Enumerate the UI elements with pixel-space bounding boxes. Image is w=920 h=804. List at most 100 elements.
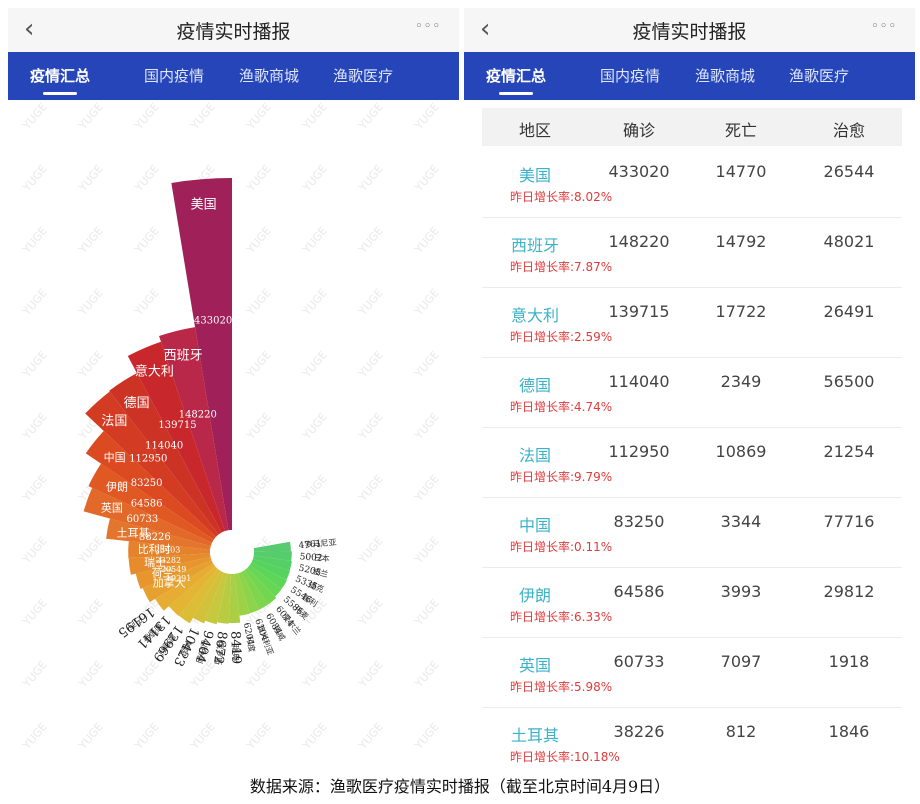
page-title: 疫情实时播报 — [632, 21, 747, 43]
sector-label: 瑞典 — [231, 645, 242, 661]
sector-value-label: 19291 — [166, 574, 191, 583]
table-row[interactable]: 西班牙 148220 14792 48021 昨日增长率:7.87% — [482, 218, 902, 288]
rose-sector[interactable] — [249, 562, 287, 589]
more-icon[interactable]: ◦◦◦ — [870, 19, 897, 34]
tab-shop[interactable]: 渔歌商城 — [238, 67, 299, 85]
rose-sector[interactable] — [135, 556, 212, 589]
cell-deaths: 7097 — [720, 652, 762, 671]
rose-sector[interactable] — [88, 463, 214, 543]
watermark-text: YUGE — [132, 720, 162, 752]
rose-sector[interactable] — [128, 541, 211, 559]
rose-sector[interactable] — [171, 178, 232, 531]
watermark-text: YUGE — [76, 534, 106, 566]
rose-sector[interactable] — [238, 571, 260, 614]
table-row[interactable]: 法国 112950 10869 21254 昨日增长率:9.79% — [482, 428, 902, 498]
rose-sector[interactable] — [244, 567, 277, 605]
rose-sector[interactable] — [253, 541, 291, 552]
rose-sector[interactable] — [127, 341, 225, 533]
table-row[interactable]: 伊朗 64586 3993 29812 昨日增长率:6.33% — [482, 568, 902, 638]
sector-value-label: 20549 — [161, 565, 186, 574]
sector-label: 波兰 — [311, 566, 329, 579]
cell-recovered: 1918 — [828, 652, 870, 671]
watermark-text: YUGE — [132, 286, 162, 318]
cell-deaths: 14792 — [715, 232, 767, 251]
table-row[interactable]: 中国 83250 3344 77716 昨日增长率:0.11% — [482, 498, 902, 568]
cell-deaths: 2349 — [720, 372, 762, 391]
rose-sector[interactable] — [142, 560, 214, 603]
watermark-text: YUGE — [20, 348, 50, 380]
growth-rate: 昨日增长率:0.11% — [510, 538, 612, 555]
back-icon[interactable]: ‹ — [24, 14, 35, 44]
sector-label: 法国 — [101, 414, 127, 429]
rose-sector[interactable] — [192, 570, 224, 624]
watermark-text: YUGE — [356, 224, 386, 256]
watermark-text: YUGE — [412, 596, 442, 628]
growth-label: 昨日增长率: — [510, 540, 575, 554]
sector-value-label: 23282 — [156, 556, 181, 565]
tab-domestic[interactable]: 国内疫情 — [599, 67, 660, 85]
growth-value: 7.87% — [574, 260, 613, 274]
rose-sector[interactable] — [128, 553, 211, 575]
growth-label: 昨日增长率: — [510, 470, 575, 484]
sector-value-label: 433020 — [194, 315, 232, 326]
rose-sector[interactable] — [247, 565, 282, 597]
rose-sector[interactable] — [155, 563, 216, 611]
rose-sector[interactable] — [178, 568, 221, 624]
table-row[interactable]: 意大利 139715 17722 26491 昨日增长率:2.59% — [482, 288, 902, 358]
cell-confirmed: 139715 — [608, 302, 670, 321]
rose-sector[interactable] — [234, 573, 250, 616]
col-region: 地区 — [518, 121, 551, 140]
rose-sector[interactable] — [106, 518, 211, 550]
cell-confirmed: 83250 — [613, 512, 665, 531]
watermark-text: YUGE — [412, 410, 442, 442]
table-row[interactable]: 英国 60733 7097 1918 昨日增长率:5.98% — [482, 638, 902, 708]
watermark-text: YUGE — [244, 100, 274, 132]
growth-value: 9.79% — [574, 470, 613, 484]
tab-medical[interactable]: 渔歌医疗 — [788, 67, 849, 85]
rose-chart: YUGE YUGE YUGE YUGE YUGE YUGE YUGE YUGE YUGE YUGE… — [20, 100, 442, 752]
table-row[interactable]: 德国 114040 2349 56500 昨日增长率:4.74% — [482, 358, 902, 428]
tab-domestic[interactable]: 国内疫情 — [143, 67, 204, 85]
rose-sector[interactable] — [85, 430, 216, 540]
tab-shop[interactable]: 渔歌商城 — [694, 67, 755, 85]
watermark-text: YUGE — [20, 534, 50, 566]
watermark-text: YUGE — [356, 472, 386, 504]
more-icon[interactable]: ◦◦◦ — [414, 19, 441, 34]
tab-summary[interactable]: 疫情汇总 — [485, 67, 546, 85]
growth-value: 8.02% — [574, 190, 613, 204]
watermark-text: YUGE — [76, 100, 106, 132]
rose-sector[interactable] — [109, 373, 222, 535]
back-icon[interactable]: ‹ — [480, 14, 491, 44]
watermark-text: YUGE — [76, 596, 106, 628]
table-row[interactable]: 土耳其 38226 812 1846 昨日增长率:10.18% — [482, 708, 902, 765]
rose-sector[interactable] — [217, 573, 231, 624]
rose-sector[interactable] — [241, 570, 269, 610]
tab-summary[interactable]: 疫情汇总 — [29, 67, 90, 85]
rose-sector[interactable] — [159, 327, 229, 532]
watermark-text: YUGE — [300, 286, 330, 318]
watermark-text: YUGE — [76, 286, 106, 318]
watermark-text: YUGE — [76, 224, 106, 256]
cell-confirmed: 38226 — [613, 722, 665, 741]
watermark-text: YUGE — [132, 162, 162, 194]
rose-sector[interactable] — [253, 551, 292, 562]
cell-region: 中国 — [518, 516, 551, 535]
watermark-text: YUGE — [412, 286, 442, 318]
rose-sector[interactable] — [85, 391, 219, 537]
rose-sector[interactable] — [205, 572, 228, 625]
watermark-text: YUGE — [76, 348, 106, 380]
table-row[interactable]: 美国 433020 14770 26544 昨日增长率:8.02% — [482, 148, 902, 218]
rose-sector[interactable] — [228, 573, 241, 624]
tab-medical[interactable]: 渔歌医疗 — [332, 67, 393, 85]
sector-label: 德国 — [124, 396, 150, 411]
rose-sector[interactable] — [252, 555, 292, 571]
sector-value-label: 83250 — [131, 478, 163, 489]
growth-label: 昨日增长率: — [510, 260, 575, 274]
growth-rate: 昨日增长率:9.79% — [510, 468, 612, 485]
rose-sector[interactable] — [251, 558, 291, 581]
cell-deaths: 3344 — [720, 512, 762, 531]
chart-center-hole — [210, 530, 254, 574]
rose-sector[interactable] — [83, 487, 213, 547]
rose-chart-area: YUGE YUGE YUGE YUGE YUGE YUGE YUGE YUGE YUGE YUGE… — [8, 100, 459, 765]
rose-sector[interactable] — [168, 566, 218, 616]
